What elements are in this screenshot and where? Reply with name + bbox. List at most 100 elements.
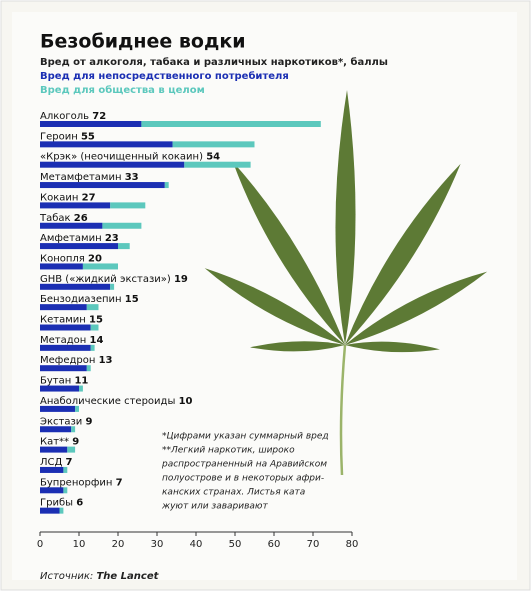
category-name: GHB («жидкий экстази») xyxy=(40,274,171,285)
bar xyxy=(40,222,103,229)
bar xyxy=(40,446,68,453)
x-tick-label: 40 xyxy=(190,539,203,550)
category-name: Анаболические стероиды xyxy=(40,396,175,407)
bar xyxy=(90,344,95,351)
category-label: ЛСД 7 xyxy=(40,457,73,468)
total-label: 27 xyxy=(82,192,96,203)
footnote: *Цифрами указан суммарный вред xyxy=(162,432,329,442)
category-label: Бутан 11 xyxy=(40,376,88,387)
bar xyxy=(172,141,255,148)
category-label: Конопля 20 xyxy=(40,253,102,264)
source-name: The Lancet xyxy=(96,571,159,582)
bar xyxy=(110,283,115,290)
category-label: «Крэк» (неочищенный кокаин) 54 xyxy=(40,152,220,163)
category-name: Героин xyxy=(40,131,78,142)
total-label: 15 xyxy=(89,315,103,326)
category-label: Героин 55 xyxy=(40,131,95,142)
footnote: канских странах. Листья ката xyxy=(162,488,305,498)
bar xyxy=(75,405,79,412)
total-label: 13 xyxy=(99,355,113,366)
bar xyxy=(164,182,169,189)
bar xyxy=(40,243,118,250)
stem xyxy=(339,344,347,476)
category-name: Кокаин xyxy=(40,192,78,203)
bar xyxy=(118,243,130,250)
leaflet xyxy=(345,163,461,345)
category-label: Метамфетамин 33 xyxy=(40,172,139,183)
total-label: 9 xyxy=(72,437,79,448)
leaf xyxy=(204,90,488,476)
total-label: 54 xyxy=(206,152,220,163)
category-label: Бупренорфин 7 xyxy=(40,477,123,488)
bar xyxy=(40,466,64,473)
category-label: Кат** 9 xyxy=(40,437,79,448)
footnote: распространенный на Аравийском xyxy=(161,460,327,470)
bar xyxy=(40,507,60,514)
bar xyxy=(40,263,83,270)
leaflet xyxy=(204,268,345,345)
bar xyxy=(63,487,68,494)
source: Источник: The Lancet xyxy=(40,571,160,582)
bar xyxy=(40,324,91,331)
category-label: Амфетамин 23 xyxy=(40,233,119,244)
x-tick-label: 50 xyxy=(229,539,242,550)
bar xyxy=(110,202,146,209)
bar xyxy=(40,182,165,189)
category-name: Бупренорфин xyxy=(40,477,112,488)
total-label: 72 xyxy=(92,111,106,122)
bar xyxy=(90,324,99,331)
total-label: 20 xyxy=(88,253,102,264)
chart-title: Безобиднее водки xyxy=(40,31,246,53)
bar xyxy=(79,385,83,392)
category-name: Амфетамин xyxy=(40,233,102,244)
total-label: 33 xyxy=(125,172,139,183)
category-label: Кетамин 15 xyxy=(40,315,103,326)
bar xyxy=(102,222,142,229)
bar xyxy=(40,365,87,372)
bar xyxy=(40,202,111,209)
x-tick-label: 0 xyxy=(37,539,43,550)
x-tick-label: 20 xyxy=(112,539,125,550)
bar xyxy=(40,283,111,290)
total-label: 14 xyxy=(90,335,104,346)
total-label: 9 xyxy=(85,416,92,427)
category-label: Табак 26 xyxy=(39,213,88,224)
footnote: жуют или заваривают xyxy=(161,502,269,512)
total-label: 11 xyxy=(74,376,88,387)
leaflet xyxy=(232,161,345,345)
bar xyxy=(141,121,321,127)
bar xyxy=(40,487,64,494)
bar xyxy=(184,161,251,168)
category-label: Мефедрон 13 xyxy=(40,355,113,366)
total-label: 10 xyxy=(179,396,193,407)
total-label: 7 xyxy=(116,477,123,488)
bar xyxy=(86,304,99,311)
leaflet xyxy=(250,341,345,352)
total-label: 7 xyxy=(66,457,73,468)
x-tick-label: 30 xyxy=(151,539,164,550)
category-name: Алкоголь xyxy=(40,111,89,122)
x-tick-label: 60 xyxy=(268,539,281,550)
category-name: Конопля xyxy=(40,253,85,264)
footnote: **Легкий наркотик, широко xyxy=(162,446,295,456)
total-label: 55 xyxy=(81,131,95,142)
category-name: ЛСД xyxy=(40,457,63,468)
bar xyxy=(67,446,76,453)
bar xyxy=(40,141,173,148)
total-label: 23 xyxy=(105,233,119,244)
category-label: Анаболические стероиды 10 xyxy=(40,396,193,407)
total-label: 26 xyxy=(74,213,88,224)
category-name: Метамфетамин xyxy=(40,172,122,183)
bar xyxy=(40,304,87,311)
category-label: Бензодиазепин 15 xyxy=(40,294,139,305)
category-name: Кат** xyxy=(40,437,69,448)
bar xyxy=(63,466,68,473)
category-name: Бутан xyxy=(40,376,71,387)
bar xyxy=(40,344,91,351)
category-label: Кокаин 27 xyxy=(40,192,96,203)
category-name: Мефедрон xyxy=(40,355,95,366)
leaflet xyxy=(345,271,488,345)
category-label: Метадон 14 xyxy=(40,335,103,346)
bar xyxy=(40,405,76,412)
